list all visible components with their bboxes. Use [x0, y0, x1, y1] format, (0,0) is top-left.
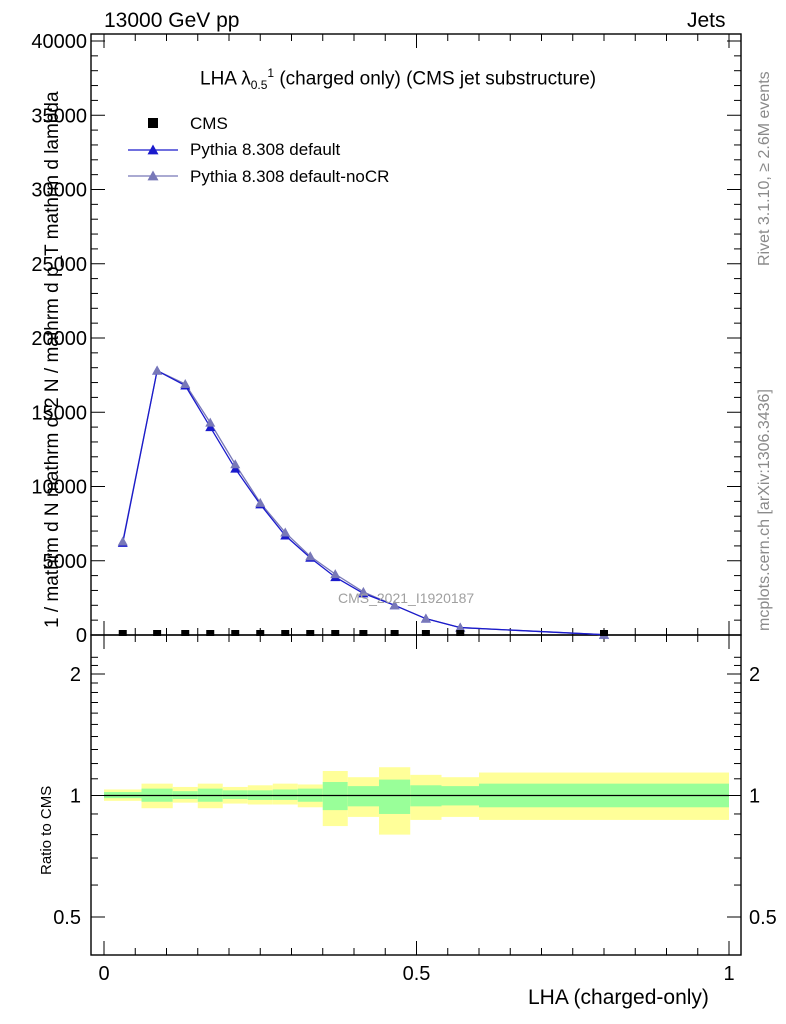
y-tick-label: 20000	[31, 328, 87, 350]
ratio-y-axis-label: Ratio to CMS	[38, 785, 55, 875]
ratio-inner-band	[222, 790, 248, 800]
y-tick-label: 25000	[31, 254, 87, 276]
y-tick-label: 10000	[31, 477, 87, 499]
x-tick-label: 1	[723, 963, 734, 985]
ratio-y-tick-label: 2	[70, 664, 81, 686]
data-point-pythia-nocr	[230, 459, 241, 469]
legend-label-cms: CMS	[190, 114, 228, 133]
ratio-inner-band	[347, 786, 379, 807]
data-point-pythia-nocr	[420, 613, 431, 623]
legend-marker-cms	[148, 118, 158, 128]
legend-marker-pythia-default	[147, 144, 159, 155]
data-point-pythia-nocr	[180, 379, 191, 389]
data-point-cms	[600, 630, 608, 636]
data-point-cms	[359, 630, 368, 636]
data-point-pythia-nocr	[305, 551, 316, 561]
legend-marker-pythia-nocr	[147, 170, 159, 181]
y-tick-label: 30000	[31, 180, 87, 202]
data-point-cms	[181, 630, 190, 636]
plot-title: LHA λ0.51 (charged only) (CMS jet substr…	[200, 66, 597, 93]
mcplots-reference-label: mcplots.cern.ch [arXiv:1306.3436]	[756, 389, 773, 631]
data-point-cms	[206, 630, 215, 636]
data-point-cms	[306, 630, 315, 636]
ratio-y-tick-label-right: 2	[749, 664, 760, 686]
y-tick-label: 35000	[31, 105, 87, 127]
data-point-pythia-nocr	[358, 586, 369, 596]
ratio-inner-band	[379, 779, 411, 814]
data-point-cms	[231, 630, 240, 636]
ratio-y-tick-label: 1	[70, 786, 81, 808]
data-point-pythia-nocr	[255, 497, 266, 507]
data-point-pythia-nocr	[205, 417, 216, 427]
y-tick-label: 15000	[31, 402, 87, 424]
ratio-inner-band	[272, 789, 298, 800]
x-tick-label: 0	[98, 963, 109, 985]
x-axis-label: LHA (charged-only)	[528, 986, 709, 1009]
ratio-y-tick-label: 0.5	[53, 907, 81, 929]
collision-energy-label: 13000 GeV pp	[104, 9, 240, 32]
main-y-axis-label: 1 / mathrm d N mathrm d^2 N / mathrm d p…	[42, 91, 63, 628]
data-point-pythia-nocr	[280, 527, 291, 537]
y-tick-label: 40000	[31, 31, 87, 53]
rivet-version-label: Rivet 3.1.10, ≥ 2.6M events	[756, 71, 773, 266]
data-point-pythia-nocr	[152, 365, 163, 375]
process-label: Jets	[687, 9, 726, 32]
legend-label-pythia-default: Pythia 8.308 default	[190, 140, 341, 159]
ratio-y-tick-label-right: 0.5	[749, 907, 777, 929]
data-point-cms	[331, 630, 340, 636]
y-tick-label: 5000	[43, 551, 88, 573]
x-tick-label: 0.5	[403, 963, 431, 985]
analysis-watermark: CMS_2021_I1920187	[338, 590, 475, 606]
ratio-y-tick-label-right: 1	[749, 786, 760, 808]
data-point-pythia-nocr	[389, 600, 400, 610]
data-point-cms	[256, 630, 265, 636]
data-point-cms	[153, 630, 162, 636]
data-point-cms	[456, 630, 465, 636]
legend-label-pythia-nocr: Pythia 8.308 default-noCR	[190, 167, 390, 186]
data-point-cms	[281, 630, 290, 636]
main-plot-frame	[90, 33, 742, 636]
data-point-cms	[118, 630, 127, 636]
data-point-pythia-nocr	[117, 536, 128, 546]
series-line-pythia-default	[122, 369, 605, 636]
data-point-pythia-nocr	[455, 622, 466, 632]
data-point-cms	[421, 630, 430, 636]
data-point-pythia-nocr	[330, 569, 341, 579]
data-point-cms	[390, 630, 399, 636]
y-tick-label: 0	[76, 625, 87, 647]
